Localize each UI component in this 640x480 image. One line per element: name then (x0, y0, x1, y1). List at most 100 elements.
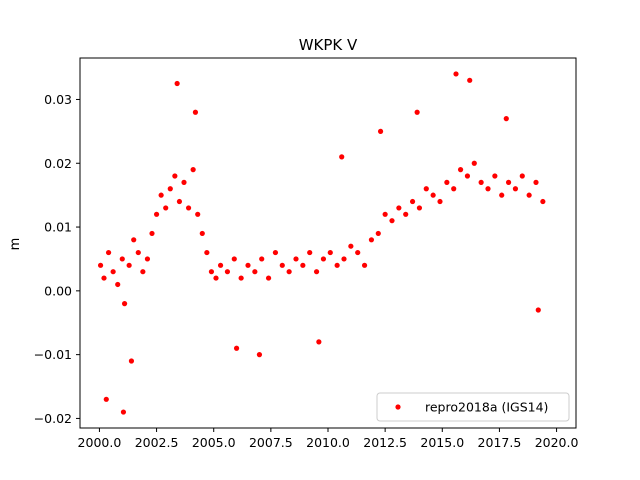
data-point (126, 262, 132, 268)
data-points (97, 71, 546, 415)
data-point (444, 179, 450, 185)
x-tick-label: 2005.0 (192, 435, 236, 450)
data-point (327, 249, 333, 256)
data-point (144, 256, 151, 262)
data-point (120, 409, 127, 415)
y-tick-label: −0.02 (34, 411, 72, 426)
data-point (245, 262, 251, 268)
y-axis-label: m (8, 238, 23, 251)
data-point (238, 275, 244, 281)
data-point (457, 167, 464, 173)
data-point (231, 256, 237, 262)
data-point (135, 249, 141, 256)
y-tick-label: −0.01 (34, 347, 72, 362)
data-point (190, 167, 196, 173)
data-point (416, 205, 423, 211)
data-point (492, 173, 498, 179)
x-tick-label: 2000.0 (78, 435, 122, 450)
x-tick-label: 2002.5 (135, 435, 179, 450)
data-point (512, 186, 519, 192)
y-tick-label: 0.00 (44, 283, 72, 298)
data-point (300, 262, 306, 268)
data-point (103, 396, 109, 402)
data-point (252, 269, 258, 275)
data-point (535, 307, 541, 313)
x-tick-label: 2007.5 (249, 435, 293, 450)
data-point (361, 262, 368, 268)
data-point (279, 262, 285, 268)
data-point (105, 249, 112, 256)
data-point (389, 218, 395, 224)
data-point (149, 230, 155, 237)
y-tick-label: 0.01 (44, 220, 72, 235)
data-point (158, 192, 164, 198)
y-tick-label: 0.03 (44, 92, 72, 107)
plot-frame (79, 57, 577, 429)
x-tick-label: 2012.5 (363, 435, 407, 450)
data-point (172, 173, 178, 179)
legend-marker (395, 404, 401, 410)
plot-area (80, 58, 576, 428)
data-point (403, 211, 409, 217)
legend: repro2018a (IGS14) (376, 392, 570, 422)
data-point (121, 301, 128, 307)
data-point (128, 358, 135, 364)
data-point (348, 243, 354, 249)
data-point (185, 205, 192, 211)
data-point (505, 179, 512, 185)
data-point (119, 256, 125, 262)
data-point (430, 192, 436, 198)
data-point (382, 211, 388, 217)
axis-ticks: 2000.0 2002.5 2005.0 2007.5 2010.0 2012.5 2015… (34, 92, 579, 450)
data-point (97, 262, 104, 268)
y-tick-label: 0.02 (44, 156, 72, 171)
data-point (153, 211, 160, 217)
data-point (355, 249, 361, 256)
data-point (213, 275, 219, 281)
data-point (526, 192, 532, 198)
data-point (316, 339, 322, 345)
data-point (519, 173, 525, 179)
data-point (224, 269, 231, 275)
data-point (286, 269, 292, 275)
data-point (208, 269, 215, 275)
data-point (176, 198, 183, 205)
data-point (375, 230, 381, 237)
data-point (451, 186, 457, 192)
data-point (167, 186, 173, 192)
data-point (131, 237, 137, 243)
data-point (256, 352, 263, 358)
data-point (396, 205, 402, 211)
data-point (339, 154, 345, 160)
data-point (320, 256, 327, 262)
data-point (478, 179, 484, 185)
data-point (368, 237, 375, 243)
data-point (409, 198, 416, 205)
data-point (204, 249, 210, 256)
data-point (307, 249, 313, 256)
legend-label: repro2018a (IGS14) (425, 400, 548, 415)
data-point (115, 281, 121, 288)
data-point (181, 179, 187, 185)
data-point (377, 128, 384, 134)
data-point (414, 109, 420, 115)
data-point (467, 77, 473, 83)
data-point (485, 186, 491, 192)
data-point (334, 262, 340, 268)
data-point (163, 205, 169, 211)
chart-title: WKPK V (299, 36, 358, 54)
data-point (313, 269, 320, 275)
data-point (101, 275, 107, 281)
x-tick-label: 2015.0 (420, 435, 464, 450)
data-point (265, 275, 272, 281)
data-point (503, 116, 509, 122)
legend-box (376, 392, 570, 422)
data-point (453, 71, 459, 77)
data-point (199, 230, 205, 237)
data-point (540, 198, 546, 205)
data-point (341, 256, 347, 262)
x-tick-label: 2010.0 (306, 435, 350, 450)
data-point (423, 186, 429, 192)
data-point (272, 249, 279, 256)
